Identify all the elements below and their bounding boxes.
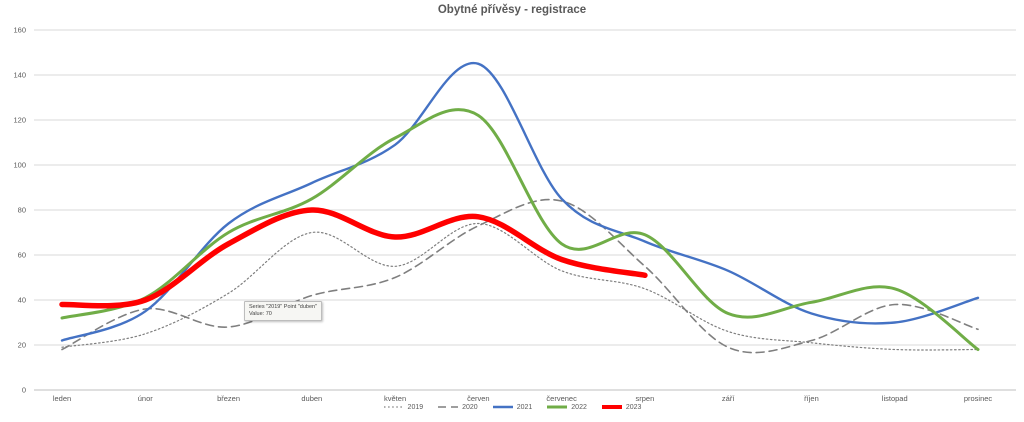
legend-line-sample-2020 bbox=[438, 406, 459, 408]
y-tick-label: 0 bbox=[21, 385, 26, 395]
legend-item-2023[interactable]: 2023 bbox=[601, 403, 642, 411]
x-tick-label-říjen: říjen bbox=[804, 394, 819, 403]
x-tick-label-červenec: červenec bbox=[546, 394, 577, 403]
legend-label-2023: 2023 bbox=[625, 403, 642, 411]
x-tick-label-červen: červen bbox=[467, 394, 490, 403]
x-tick-label-leden: leden bbox=[52, 394, 72, 403]
legend: 2019 2020 2021 2022 2023 bbox=[0, 403, 1024, 411]
tooltip-series-line: Series "2019" Point "duben" bbox=[249, 304, 318, 310]
x-tick-label-září: září bbox=[721, 394, 735, 403]
legend-label-2021: 2021 bbox=[516, 403, 533, 411]
y-tick-label: 60 bbox=[17, 250, 26, 260]
series-line-2022[interactable] bbox=[60, 108, 980, 351]
series-line-2020[interactable] bbox=[61, 198, 979, 354]
tooltip-value-line: Value: 70 bbox=[249, 311, 272, 317]
x-tick-label-duben: duben bbox=[301, 394, 323, 403]
legend-label-2020: 2020 bbox=[462, 403, 478, 411]
legend-label-2019: 2019 bbox=[407, 403, 424, 411]
y-tick-label: 80 bbox=[17, 205, 26, 215]
y-tick-label: 140 bbox=[13, 70, 26, 80]
legend-line-sample-2023 bbox=[601, 405, 622, 409]
y-tick-label: 40 bbox=[17, 295, 26, 305]
series-line-2021[interactable] bbox=[60, 61, 980, 342]
y-tick-label: 20 bbox=[17, 340, 26, 350]
legend-line-sample-2021 bbox=[492, 405, 513, 409]
series-line-2019[interactable] bbox=[61, 222, 979, 351]
x-tick-label-březen: březen bbox=[217, 394, 240, 403]
y-tick-label: 120 bbox=[13, 115, 26, 125]
y-tick-label: 100 bbox=[13, 160, 26, 170]
legend-line-sample-2022 bbox=[547, 405, 568, 409]
chart-title: Obytné přívěsy - registrace bbox=[437, 4, 587, 16]
x-tick-label-listopad: listopad bbox=[881, 394, 908, 403]
x-tick-label-únor: únor bbox=[137, 394, 153, 403]
y-tick-label: 160 bbox=[13, 25, 26, 35]
legend-item-2021[interactable]: 2021 bbox=[492, 403, 533, 411]
legend-label-2022: 2022 bbox=[571, 403, 587, 411]
x-tick-label-srpen: srpen bbox=[635, 394, 655, 403]
data-point-tooltip: Series "2019" Point "duben" Value: 70 bbox=[244, 301, 323, 321]
legend-line-sample-2019 bbox=[383, 406, 404, 408]
x-tick-label-květen: květen bbox=[384, 394, 407, 403]
x-tick-label-prosinec: prosinec bbox=[963, 394, 993, 403]
series-line-2023[interactable] bbox=[59, 207, 648, 309]
legend-item-2019[interactable]: 2019 bbox=[383, 403, 424, 411]
legend-item-2020[interactable]: 2020 bbox=[437, 403, 478, 411]
legend-item-2022[interactable]: 2022 bbox=[546, 403, 587, 411]
